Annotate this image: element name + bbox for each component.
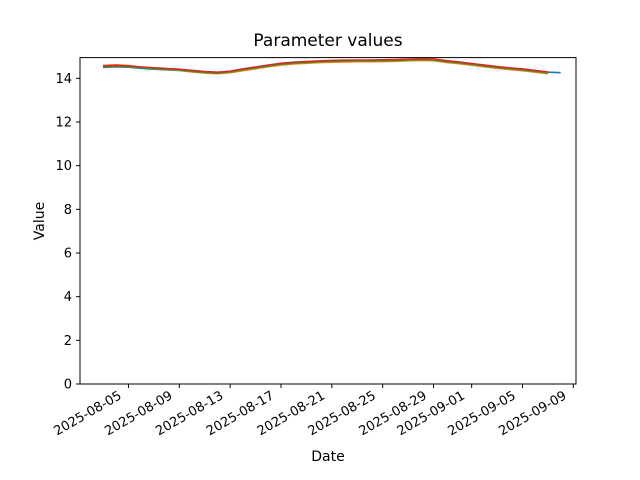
y-tick-label: 10: [55, 159, 72, 174]
y-tick-label: 14: [55, 72, 72, 87]
y-tick-label: 4: [64, 290, 72, 305]
y-tick-label: 12: [55, 116, 72, 131]
series-line-orange: [103, 59, 549, 75]
chart-title: Parameter values: [253, 31, 403, 51]
y-tick-label: 2: [64, 334, 72, 349]
y-tick-label: 8: [64, 203, 72, 218]
x-axis-label: Date: [311, 449, 345, 465]
y-tick-label: 6: [64, 247, 72, 262]
axes-box: [79, 57, 577, 385]
y-tick-label: 0: [64, 378, 72, 393]
series-line-green: [102, 58, 549, 74]
series-line-red: [102, 57, 549, 74]
y-axis-label: Value: [32, 201, 48, 241]
